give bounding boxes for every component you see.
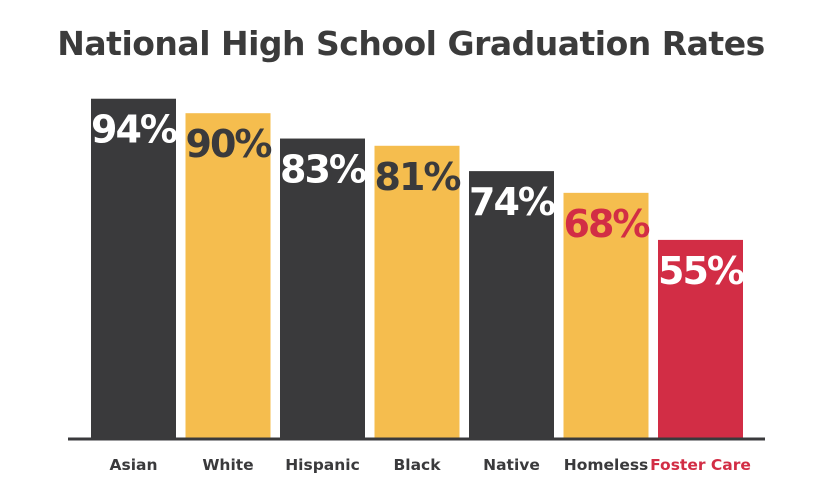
value-label: 90% bbox=[186, 122, 272, 166]
bar-native bbox=[469, 171, 554, 439]
bar-homeless bbox=[563, 192, 649, 439]
category-labels-group: Asian White Hispanic Black Native Homeless Fos… bbox=[109, 456, 750, 474]
chart-title: National High School Graduation Rates bbox=[57, 24, 765, 63]
category-label: Native bbox=[483, 456, 540, 474]
bars-group bbox=[91, 98, 743, 440]
value-label: 74% bbox=[469, 180, 555, 224]
category-label: White bbox=[202, 456, 253, 474]
bar-asian bbox=[91, 98, 176, 439]
value-label: 94% bbox=[91, 108, 177, 152]
value-label: 83% bbox=[280, 148, 366, 192]
value-label: 81% bbox=[375, 155, 461, 199]
category-label: Black bbox=[393, 456, 441, 474]
value-labels-group: 94% 90%83% 81%74% 68%55% bbox=[91, 108, 746, 293]
bar-hispanic bbox=[280, 138, 365, 440]
category-label: Asian bbox=[109, 456, 157, 474]
category-label: Hispanic bbox=[285, 456, 360, 474]
category-label: Homeless bbox=[564, 456, 649, 474]
value-label: 68% bbox=[564, 202, 650, 246]
category-label: Foster Care bbox=[650, 456, 751, 474]
bar-black bbox=[374, 145, 460, 439]
value-label: 55% bbox=[658, 249, 744, 293]
bar-foster-care bbox=[658, 239, 743, 439]
bar-white bbox=[185, 113, 271, 439]
